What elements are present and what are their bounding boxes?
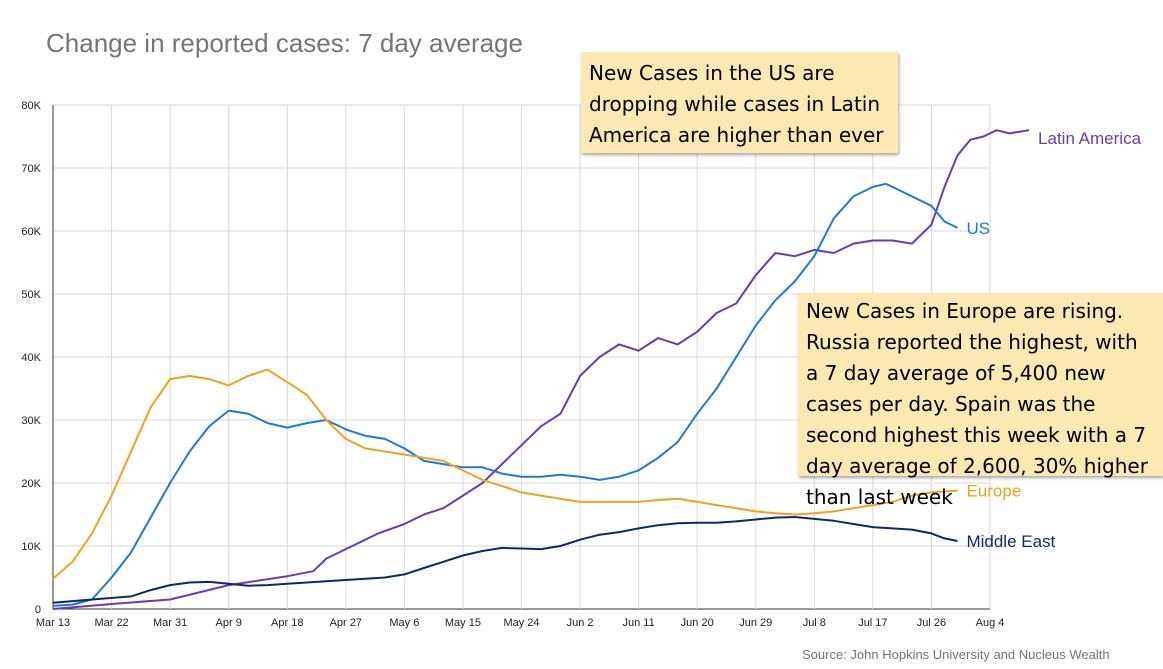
x-tick-label: Mar 13	[36, 617, 70, 629]
x-tick-label: Jun 2	[567, 617, 594, 629]
x-tick-label: May 24	[503, 617, 539, 629]
x-axis-ticks: Mar 13 Mar 22 Mar 31 Apr 9 Apr 18 Apr 27 May 6…	[36, 617, 1005, 629]
y-tick-label: 10K	[21, 541, 41, 553]
x-tick-label: Jun 20	[681, 617, 714, 629]
y-tick-label: 30K	[21, 415, 41, 427]
y-tick-label: 60K	[21, 226, 41, 238]
y-tick-label: 80K	[21, 100, 41, 112]
x-tick-label: Mar 31	[153, 617, 187, 629]
x-tick-label: May 15	[445, 617, 481, 629]
x-tick-label: Aug 4	[976, 617, 1005, 629]
series-line-middle-east	[52, 516, 958, 604]
y-tick-label: 70K	[21, 163, 41, 175]
annotation-us-latam: New Cases in the US are dropping while c…	[581, 52, 898, 153]
y-tick-label: 20K	[21, 478, 41, 490]
chart-title: Change in reported cases: 7 day average	[46, 28, 523, 58]
x-tick-label: May 6	[389, 617, 419, 629]
y-tick-label: 50K	[21, 289, 41, 301]
y-axis-ticks: 0 10K 20K 30K 40K 50K 60K 70K 80K	[21, 100, 41, 616]
series-label-middle-east: Middle East	[966, 532, 1055, 551]
x-tick-label: Jun 11	[623, 617, 655, 629]
x-tick-label: Apr 18	[271, 617, 303, 629]
x-tick-label: Jul 8	[803, 617, 826, 629]
source-note: Source: John Hopkins University and Nucl…	[802, 647, 1110, 662]
series-line-latin-america	[52, 129, 1030, 610]
series-labels: Latin America US Europe Middle East	[966, 129, 1141, 551]
y-tick-label: 40K	[21, 352, 41, 364]
gridlines	[52, 104, 991, 610]
series-line-europe	[52, 368, 958, 580]
x-tick-label: Jun 29	[739, 617, 772, 629]
annotation-europe: New Cases in Europe are rising. Russia r…	[798, 293, 1163, 509]
series-label-us: US	[966, 219, 990, 238]
x-tick-label: Apr 9	[216, 617, 242, 629]
y-tick-label: 0	[35, 604, 41, 616]
x-tick-label: Apr 27	[330, 617, 362, 629]
series-label-europe: Europe	[966, 482, 1021, 501]
series-line-us	[52, 182, 958, 607]
x-tick-label: Jul 26	[917, 617, 946, 629]
series-lines	[52, 129, 1030, 610]
x-tick-label: Mar 22	[94, 617, 128, 629]
x-tick-label: Jul 17	[858, 617, 887, 629]
series-label-latin-america: Latin America	[1038, 129, 1142, 148]
